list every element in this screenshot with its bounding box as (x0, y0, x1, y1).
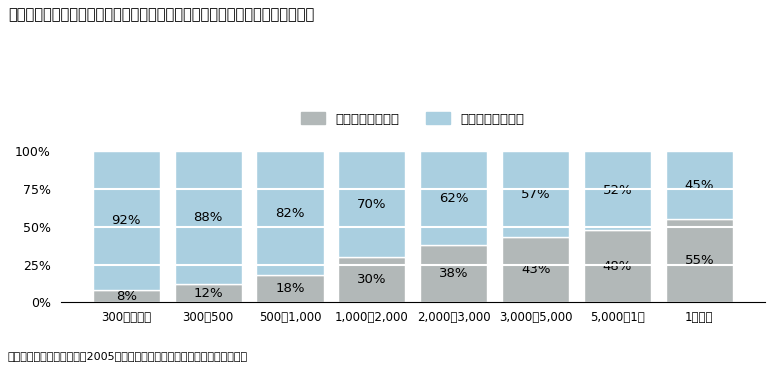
Text: 55%: 55% (685, 254, 714, 267)
Text: 主業農家のうち、家族経営協定の有無別農産物販売金額規模別農家数（全国）: 主業農家のうち、家族経営協定の有無別農産物販売金額規模別農家数（全国） (8, 7, 314, 22)
Bar (420, 245, 488, 303)
Bar (257, 151, 324, 275)
Bar (666, 151, 733, 219)
Text: 48%: 48% (603, 260, 633, 273)
Text: 92%: 92% (112, 214, 141, 227)
Text: 52%: 52% (603, 184, 633, 197)
Text: 70%: 70% (357, 197, 387, 211)
Bar (175, 151, 242, 284)
Text: 45%: 45% (685, 178, 714, 192)
Bar (339, 257, 406, 303)
Bar (584, 230, 651, 303)
Bar (93, 151, 160, 290)
Bar (175, 284, 242, 303)
Bar (502, 237, 569, 303)
Bar (339, 151, 406, 257)
Bar (666, 219, 733, 303)
Bar (502, 151, 569, 237)
Text: 82%: 82% (275, 207, 305, 220)
Legend: 家族経営協定あり, 家族経営協定なし: 家族経営協定あり, 家族経営協定なし (301, 112, 524, 126)
Text: 88%: 88% (193, 211, 223, 224)
Text: 8%: 8% (115, 290, 136, 303)
Text: 57%: 57% (521, 188, 551, 201)
Text: 30%: 30% (357, 273, 387, 286)
Bar (257, 275, 324, 303)
Text: 12%: 12% (193, 287, 223, 300)
Text: 62%: 62% (439, 192, 469, 204)
Bar (93, 290, 160, 303)
Text: 38%: 38% (439, 267, 469, 280)
Text: 43%: 43% (521, 264, 551, 276)
Bar (420, 151, 488, 245)
Text: 18%: 18% (275, 282, 305, 295)
Bar (584, 151, 651, 230)
Text: 資料：農林水産省統計部「2005年農林業センサス」（組替集計）により作成: 資料：農林水産省統計部「2005年農林業センサス」（組替集計）により作成 (8, 351, 248, 361)
